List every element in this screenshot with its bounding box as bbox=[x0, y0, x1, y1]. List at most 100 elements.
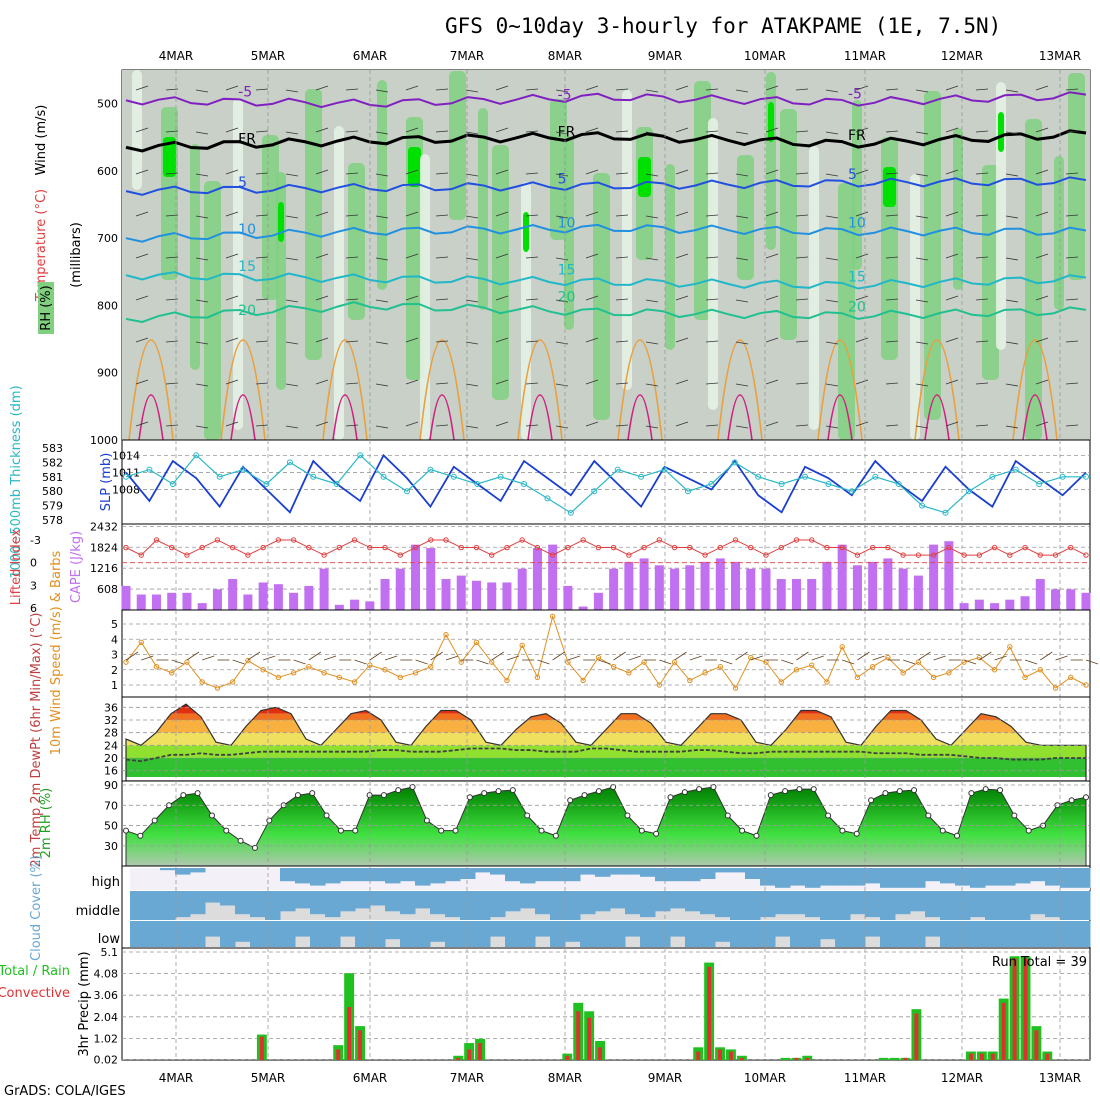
wind-barb bbox=[465, 299, 479, 303]
wind-barb bbox=[975, 424, 989, 427]
wind-barb bbox=[1035, 295, 1049, 301]
cloud-cell bbox=[790, 921, 806, 947]
wind-speed-point bbox=[930, 674, 937, 681]
precip-convective-bar bbox=[1034, 1030, 1039, 1060]
cape-bar bbox=[959, 603, 969, 610]
lifted-index-point bbox=[565, 544, 571, 551]
lifted-index-point bbox=[748, 544, 754, 551]
rh-cell bbox=[305, 89, 322, 360]
rh-point bbox=[309, 790, 316, 797]
cloud-cell bbox=[460, 891, 476, 920]
date-label-bottom: 5MAR bbox=[251, 1071, 286, 1085]
wind-speed-point bbox=[900, 670, 906, 676]
li-tick-label: -3 bbox=[30, 534, 41, 547]
wind-barb bbox=[135, 253, 149, 259]
wind-speed-point bbox=[245, 657, 251, 664]
wind-barb bbox=[495, 85, 509, 91]
wind-barb bbox=[1005, 215, 1019, 219]
surface-wind-barb bbox=[1040, 651, 1053, 661]
cloud-cell bbox=[640, 868, 656, 877]
wind-barb bbox=[345, 214, 359, 217]
rh-saturated-cell bbox=[523, 212, 529, 252]
wind-barb bbox=[495, 253, 509, 259]
lifted-index-point bbox=[229, 544, 236, 551]
wind-barb bbox=[585, 85, 599, 91]
cloud-cell bbox=[610, 868, 626, 875]
wind-barb bbox=[825, 215, 839, 219]
chart-title: GFS 0~10day 3-hourly for ATAKPAME (1E, 7… bbox=[445, 14, 1001, 38]
wind-barb bbox=[675, 253, 689, 259]
lifted-index-point bbox=[930, 552, 937, 558]
wind-barb bbox=[705, 256, 719, 259]
wind-barb bbox=[255, 214, 269, 217]
cloud-cell bbox=[730, 868, 746, 873]
thickness-tick-label: 580 bbox=[42, 485, 63, 498]
rh-point bbox=[653, 830, 660, 837]
wind-speed-point bbox=[1052, 685, 1059, 691]
cloud-cell bbox=[520, 891, 536, 909]
rh-point bbox=[667, 794, 674, 801]
wind-barb bbox=[675, 211, 689, 217]
wind-barb bbox=[735, 215, 749, 219]
date-label-top: 6MAR bbox=[353, 49, 388, 63]
wind-barb bbox=[705, 130, 719, 133]
cape-bar bbox=[624, 561, 634, 610]
wind-barb bbox=[915, 215, 929, 219]
wind-barb bbox=[1035, 85, 1049, 91]
wind-speed-point bbox=[595, 654, 602, 661]
wind-barb bbox=[765, 295, 779, 301]
rh-point bbox=[237, 837, 244, 844]
wind-barb bbox=[795, 172, 809, 175]
cloud-cell bbox=[160, 891, 176, 920]
cape-bar bbox=[228, 579, 238, 610]
wind-barb bbox=[1035, 253, 1049, 259]
rh-point bbox=[137, 832, 144, 839]
contour-label: 20 bbox=[848, 300, 866, 316]
wind-barb bbox=[795, 88, 809, 91]
cloud-cell bbox=[730, 891, 746, 920]
thickness-point bbox=[614, 466, 621, 473]
contour-label: -5 bbox=[238, 84, 252, 100]
wind-barb bbox=[615, 298, 629, 301]
cape-bar bbox=[1066, 589, 1076, 610]
y-tick-label: 50 bbox=[104, 820, 118, 833]
cloud-cell bbox=[685, 868, 701, 882]
surface-wind-barb bbox=[1024, 659, 1038, 665]
cloud-cell bbox=[820, 868, 836, 886]
cloud-cell bbox=[175, 921, 191, 947]
wind-barb bbox=[555, 425, 569, 429]
cloud-cell bbox=[1045, 921, 1061, 947]
rh-point bbox=[796, 786, 803, 793]
wind-speed-point bbox=[1022, 674, 1028, 681]
lifted-index-point bbox=[641, 544, 647, 551]
cloud-cell bbox=[700, 868, 716, 879]
surface-wind-barb bbox=[445, 655, 459, 661]
cloud-cell bbox=[370, 891, 386, 906]
surface-wind-barb bbox=[186, 651, 200, 661]
wind-barb bbox=[675, 421, 689, 427]
wind-barb bbox=[735, 257, 749, 261]
wind-barb bbox=[705, 214, 719, 217]
cloud-cell bbox=[340, 921, 356, 937]
rh-point bbox=[868, 797, 875, 804]
wind-speed-point bbox=[412, 670, 419, 676]
wind-barb bbox=[975, 88, 989, 91]
thickness-point bbox=[497, 473, 504, 480]
wind-barb bbox=[585, 295, 599, 301]
wind-barb bbox=[945, 85, 959, 91]
wind-barb bbox=[285, 131, 299, 135]
lifted-index-point bbox=[1052, 552, 1059, 558]
surface-wind-barb bbox=[323, 655, 337, 661]
rh-point bbox=[380, 792, 387, 799]
date-label-bottom: 11MAR bbox=[844, 1071, 886, 1085]
wind-barb bbox=[705, 298, 719, 301]
wind-speed-point bbox=[824, 679, 830, 685]
wind-barb bbox=[585, 211, 599, 217]
lifted-index-point bbox=[336, 544, 343, 551]
wind-barb bbox=[225, 211, 239, 217]
rh-point bbox=[509, 787, 516, 794]
date-label-top: 4MAR bbox=[159, 49, 194, 63]
cloud-cell bbox=[940, 921, 956, 947]
wind-barb bbox=[945, 337, 959, 343]
